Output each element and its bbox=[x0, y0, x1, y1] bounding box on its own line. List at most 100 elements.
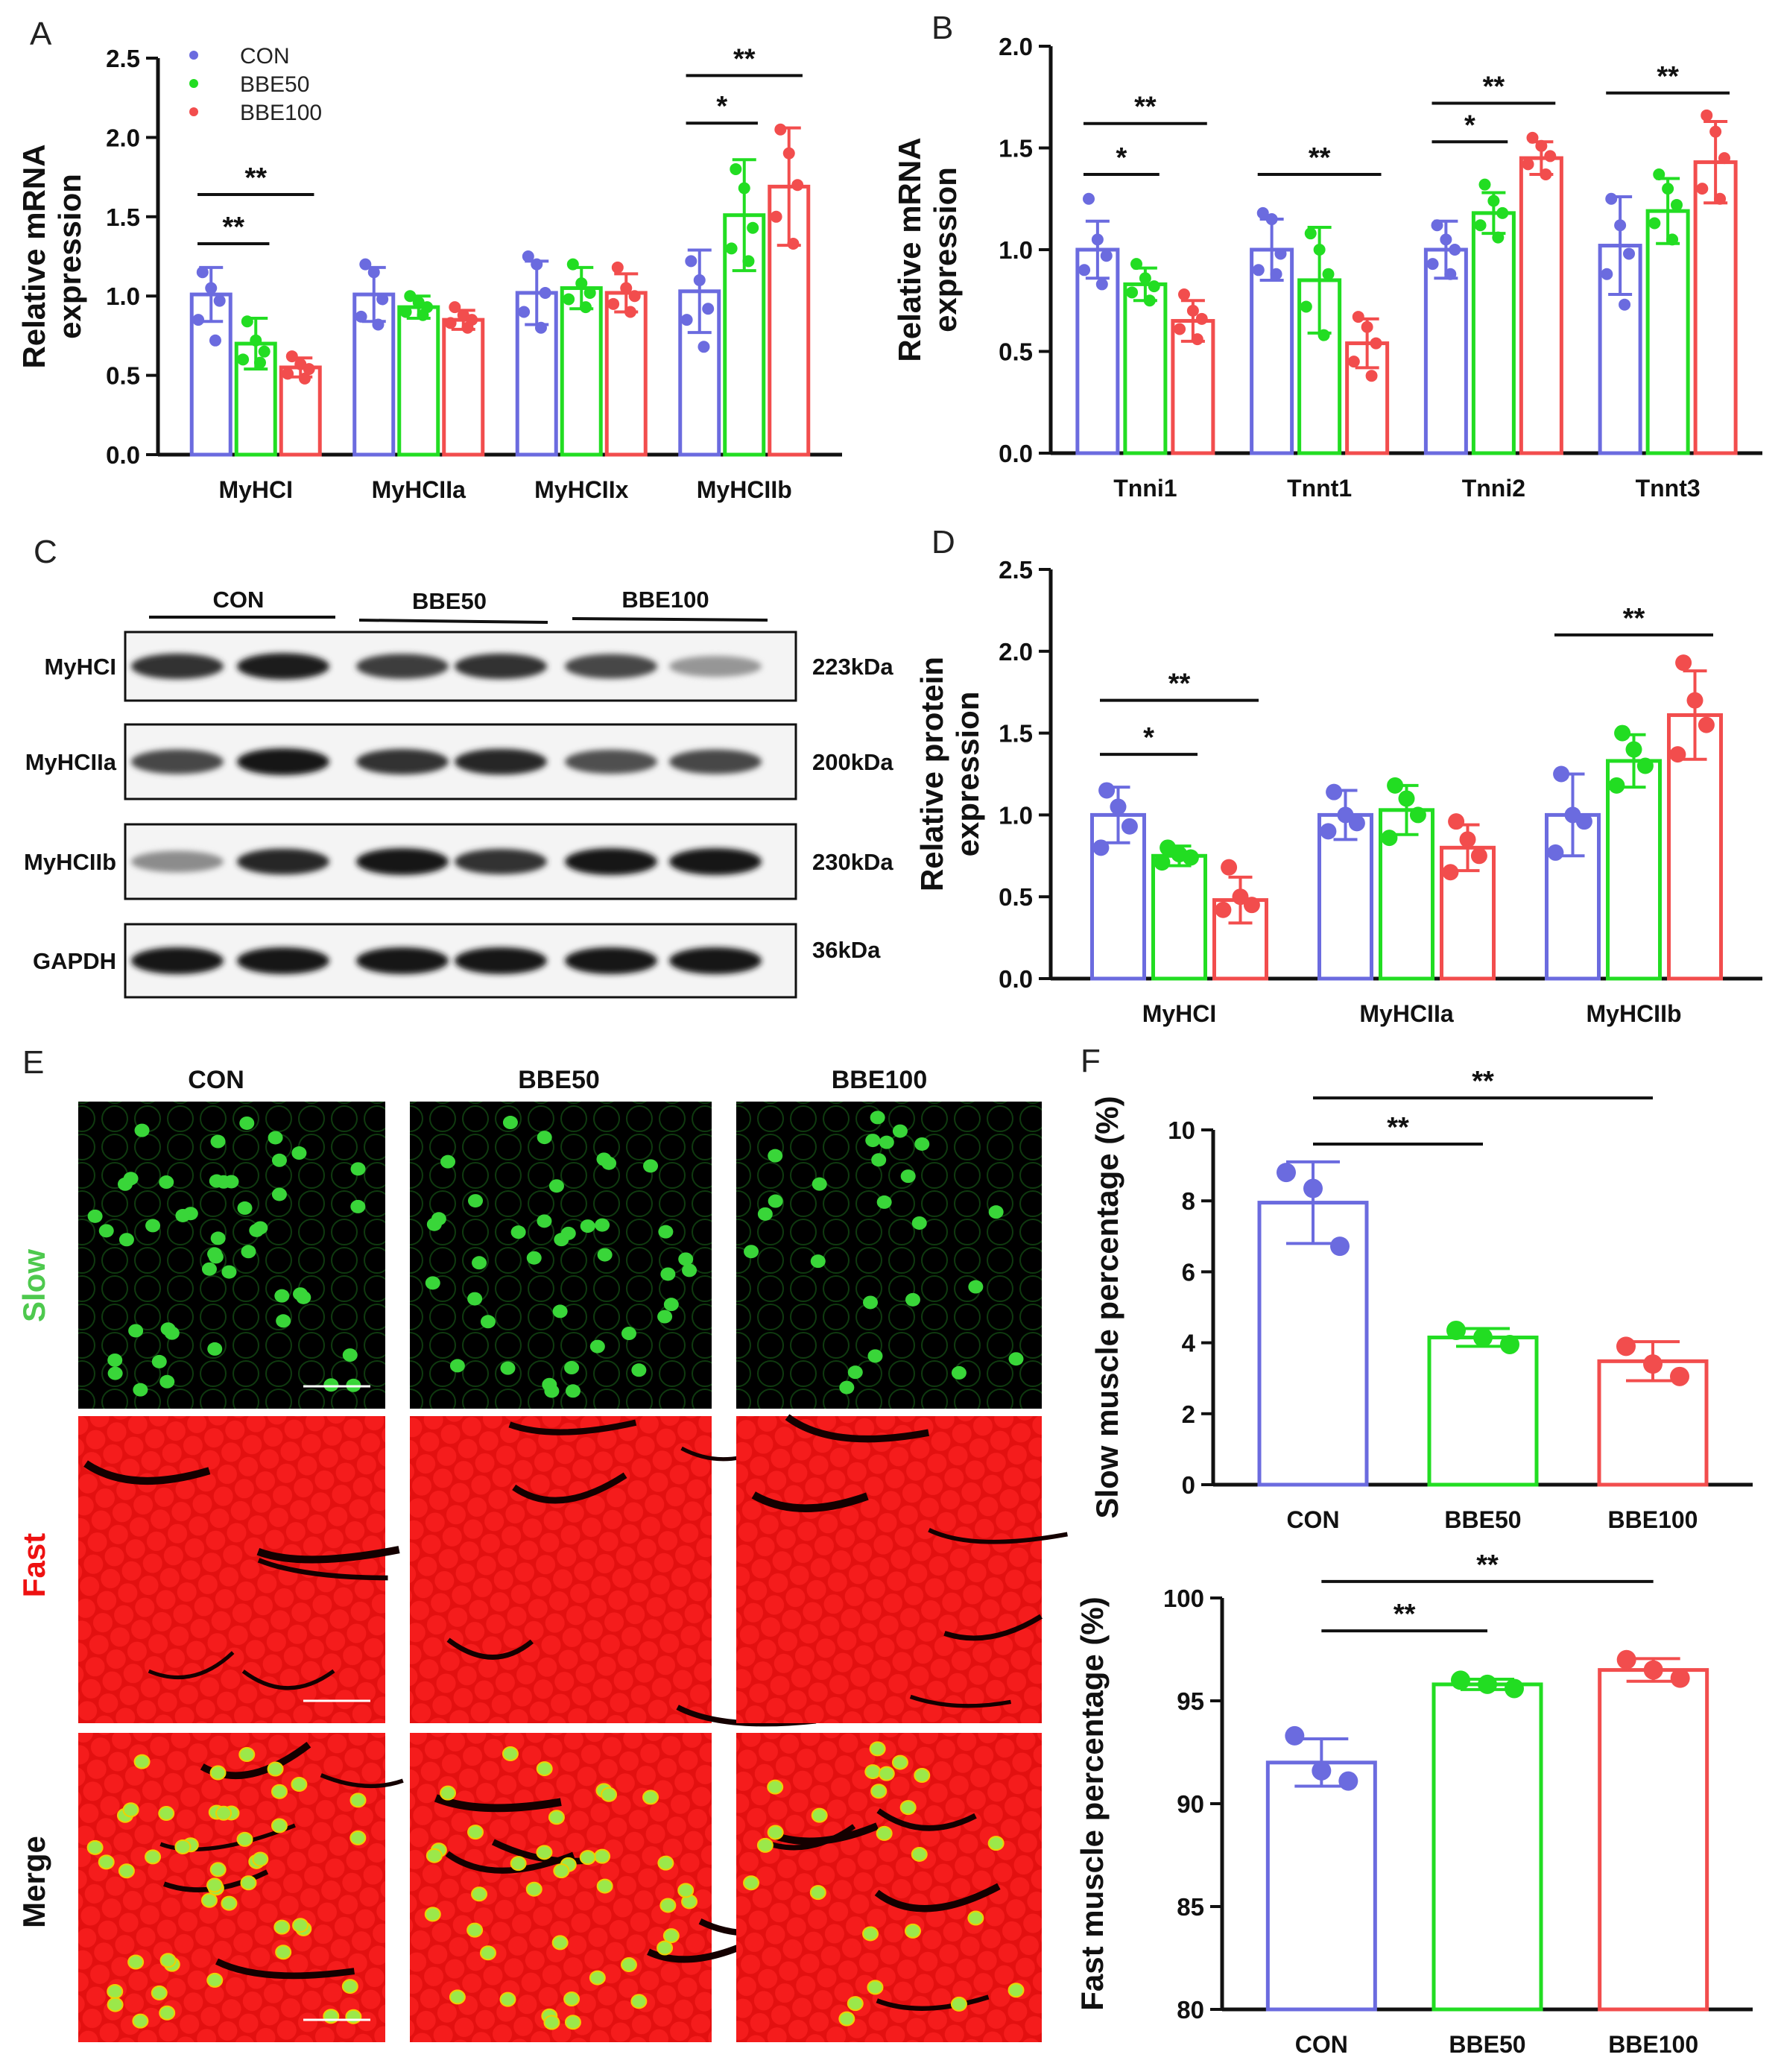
chart-a-ytick-label: 2.0 bbox=[106, 124, 140, 151]
chart-a-ytick-label: 0.5 bbox=[106, 362, 140, 390]
panel-label-b: B bbox=[931, 10, 953, 46]
chart-a-data-point bbox=[285, 350, 298, 363]
chart-d-data-point bbox=[1381, 830, 1398, 847]
if-image-slow-con bbox=[78, 1102, 385, 1409]
chart-b-data-point bbox=[1186, 304, 1199, 317]
chart-d-data-point bbox=[1470, 847, 1487, 865]
chart-a-data-point bbox=[624, 306, 636, 318]
chart-a-data-point bbox=[697, 341, 710, 353]
chart-b-data-point bbox=[1535, 139, 1548, 152]
chart-d-category-label: MyHCIIb bbox=[1587, 1000, 1682, 1027]
chart-b-data-point bbox=[1265, 213, 1278, 226]
chart-b-data-point bbox=[1370, 337, 1382, 350]
wb-band bbox=[131, 947, 224, 974]
wb-size-label: 36kDa bbox=[812, 937, 881, 963]
wb-group-bbe100: BBE100 bbox=[621, 587, 709, 613]
chart-f1-bar-bbe50 bbox=[1427, 1335, 1539, 1487]
if-image-merge-bbe100 bbox=[736, 1733, 1042, 2042]
chart-b-data-point bbox=[1361, 320, 1373, 333]
chart-f1-category-label: CON bbox=[1286, 1506, 1339, 1533]
if-col-bbe50: BBE50 bbox=[518, 1066, 600, 1094]
chart-a-category-label: MyHCIIb bbox=[697, 476, 792, 503]
chart-b-data-point bbox=[1148, 280, 1160, 293]
immunofluorescence-grid: CON BBE50 BBE100 Slow Fast Merge bbox=[16, 1066, 1068, 2042]
chart-f1-ytick-label: 10 bbox=[1168, 1116, 1195, 1144]
chart-d-data-point bbox=[1625, 741, 1642, 758]
wb-band bbox=[237, 848, 329, 875]
wb-row-label: MyHCI bbox=[45, 654, 116, 680]
chart-b-data-point bbox=[1718, 152, 1731, 165]
chart-a-bar-bbe100 bbox=[604, 291, 648, 457]
chart-d-data-point bbox=[1614, 724, 1631, 742]
chart-a-data-point bbox=[399, 306, 412, 318]
chart-b-data-point bbox=[1322, 268, 1335, 280]
if-col-bbe100: BBE100 bbox=[832, 1066, 928, 1094]
chart-d-data-point bbox=[1326, 783, 1343, 800]
chart-a-data-point bbox=[355, 310, 367, 323]
chart-d-data-point bbox=[1608, 777, 1625, 794]
chart-a-data-point bbox=[518, 306, 531, 318]
chart-b-data-point bbox=[1614, 219, 1627, 232]
chart-a-data-point bbox=[539, 286, 551, 299]
chart-f1-data-point bbox=[1473, 1327, 1493, 1348]
if-col-con: CON bbox=[188, 1066, 244, 1094]
chart-b-sig-label: ** bbox=[1134, 92, 1157, 123]
chart-d-ytick-label: 2.5 bbox=[999, 556, 1033, 584]
chart-d-data-point bbox=[1686, 692, 1704, 709]
chart-d-ytick-label: 0.5 bbox=[999, 883, 1033, 911]
chart-a-ytick-label: 1.0 bbox=[106, 282, 140, 310]
chart-b-data-point bbox=[1474, 219, 1487, 232]
chart-a-data-point bbox=[282, 367, 294, 380]
chart-b-data-point bbox=[1274, 247, 1287, 260]
chart-b-sig-label: ** bbox=[1657, 61, 1679, 92]
wb-band bbox=[565, 848, 657, 875]
chart-a-data-point bbox=[730, 162, 742, 175]
chart-f2-data-point bbox=[1285, 1725, 1305, 1746]
chart-f2-bar-con bbox=[1265, 1760, 1377, 2012]
chart-a-data-point bbox=[738, 182, 750, 195]
chart-b-ytick-label: 0.0 bbox=[999, 440, 1033, 467]
chart-a-data-point bbox=[566, 258, 579, 271]
wb-band bbox=[669, 749, 762, 774]
chart-b-ytick-label: 2.0 bbox=[999, 33, 1033, 60]
wb-row-gapdh: GAPDH 36kDa bbox=[33, 923, 881, 999]
chart-b-bar-bbe100 bbox=[1693, 160, 1738, 455]
if-image-slow-bbe100 bbox=[736, 1102, 1042, 1409]
chart-b-data-point bbox=[1082, 192, 1095, 205]
chart-a-data-point bbox=[531, 258, 543, 271]
chart-f1-data-point bbox=[1277, 1163, 1296, 1183]
chart-b-mrna-troponin: 0.0 0.5 1.0 1.5 2.0 Relative mRNAexpression Tn… bbox=[892, 33, 1762, 502]
chart-f2-ytick-label: 100 bbox=[1163, 1585, 1204, 1612]
chart-a-data-point bbox=[367, 266, 380, 279]
chart-a-data-point bbox=[298, 372, 311, 385]
chart-f2-ytick-label: 90 bbox=[1177, 1790, 1204, 1818]
chart-b-data-point bbox=[1544, 150, 1557, 162]
chart-f2-category-label: BBE50 bbox=[1449, 2031, 1525, 2058]
chart-b-data-point bbox=[1143, 294, 1156, 307]
chart-a-data-point bbox=[461, 321, 474, 334]
chart-d-data-point bbox=[1547, 844, 1564, 861]
chart-b-data-point bbox=[1091, 233, 1104, 246]
chart-a-category-label: MyHCI bbox=[218, 476, 293, 503]
chart-b-data-point bbox=[1492, 231, 1505, 244]
chart-f1-ytick-label: 8 bbox=[1182, 1187, 1195, 1215]
chart-f-slow-muscle: 0 2 4 6 8 10 Slow muscle percentage (%) CON BBE5… bbox=[1089, 1066, 1753, 1533]
chart-f1-ylabel: Slow muscle percentage (%) bbox=[1089, 1096, 1124, 1518]
chart-a-bar-bbe50 bbox=[560, 286, 603, 457]
chart-f1-data-point bbox=[1330, 1236, 1350, 1257]
wb-row-label: MyHCIIb bbox=[24, 849, 116, 875]
chart-a-data-point bbox=[742, 255, 755, 268]
chart-a-data-point bbox=[449, 301, 461, 314]
chart-a-data-point bbox=[303, 363, 315, 376]
if-row-fast: Fast bbox=[16, 1533, 51, 1597]
chart-b-data-point bbox=[1095, 278, 1108, 291]
chart-b-sig-label: ** bbox=[1483, 71, 1505, 102]
chart-a-data-point bbox=[628, 290, 641, 303]
chart-d-data-point bbox=[1232, 888, 1249, 906]
chart-d-data-point bbox=[1243, 897, 1260, 914]
chart-d-data-point bbox=[1409, 806, 1426, 824]
chart-a-data-point bbox=[563, 293, 575, 306]
legend-dot-bbe50 bbox=[189, 79, 198, 88]
chart-b-data-point bbox=[1714, 192, 1727, 205]
chart-f2-data-point bbox=[1478, 1674, 1497, 1694]
